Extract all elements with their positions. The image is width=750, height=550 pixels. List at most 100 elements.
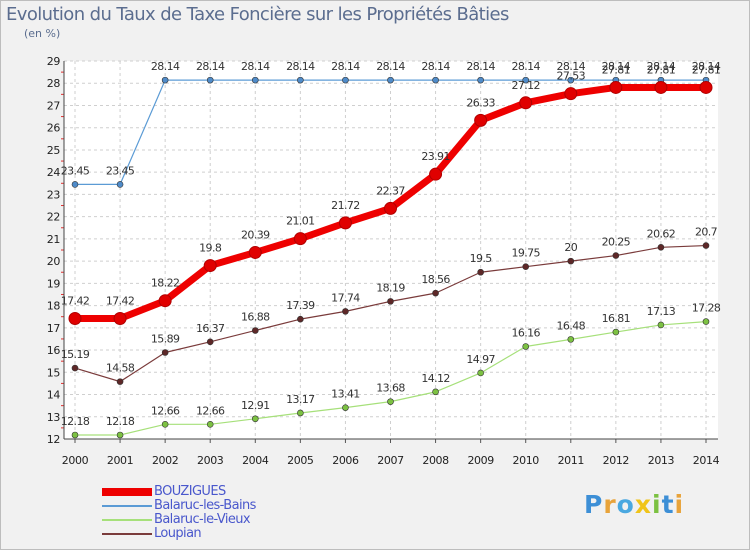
- data-label-bouzigues: 20.39: [241, 228, 270, 241]
- data-point-bouzigues: [338, 216, 352, 230]
- data-label-balaruc-les-bains: 28.14: [286, 60, 315, 73]
- data-point-bouzigues: [68, 311, 82, 325]
- grid: [64, 60, 718, 440]
- data-label-balaruc-le-vieux: 12.91: [241, 399, 270, 412]
- data-point-bouzigues: [519, 96, 533, 110]
- data-label-loupian: 20.25: [602, 236, 631, 249]
- data-label-balaruc-le-vieux: 16.81: [602, 312, 631, 325]
- logo-letter: i: [652, 490, 662, 519]
- data-point-balaruc-les-bains: [432, 76, 439, 84]
- data-label-balaruc-le-vieux: 13.68: [376, 382, 405, 395]
- data-point-bouzigues: [113, 311, 127, 325]
- axes: [61, 61, 718, 443]
- legend-label: Balaruc-les-Bains: [154, 498, 256, 513]
- data-label-balaruc-le-vieux: 12.18: [61, 415, 90, 428]
- data-label-balaruc-les-bains: 28.14: [647, 60, 676, 73]
- y-tick-label: 25: [47, 144, 61, 157]
- data-label-balaruc-le-vieux: 13.17: [286, 393, 315, 406]
- y-tick-label: 17: [47, 322, 61, 335]
- data-label-loupian: 18.56: [421, 273, 450, 286]
- legend-swatch: [102, 519, 152, 521]
- x-tick-label: 2011: [558, 454, 584, 467]
- logo-letter: P: [584, 490, 604, 519]
- data-label-loupian: 16.37: [196, 322, 225, 335]
- data-point-balaruc-les-bains: [161, 76, 169, 84]
- data-label-loupian: 14.58: [106, 362, 135, 375]
- x-tick-label: 2014: [693, 454, 720, 467]
- data-point-bouzigues: [474, 113, 488, 127]
- data-point-balaruc-le-vieux: [702, 318, 710, 325]
- legend-label: BOUZIGUES: [154, 484, 226, 499]
- x-tick-label: 2001: [107, 454, 133, 467]
- data-point-balaruc-le-vieux: [567, 336, 575, 343]
- data-point-loupian: [161, 349, 169, 356]
- x-tick-label: 2013: [648, 454, 675, 467]
- data-label-balaruc-les-bains: 28.14: [511, 60, 540, 73]
- logo-letter: t: [661, 490, 675, 519]
- data-point-loupian: [477, 268, 484, 276]
- data-point-bouzigues: [248, 245, 262, 259]
- data-point-balaruc-le-vieux: [387, 398, 394, 405]
- data-label-balaruc-le-vieux: 14.97: [466, 353, 495, 366]
- data-point-balaruc-les-bains: [116, 181, 124, 188]
- x-tick-label: 2003: [197, 454, 224, 467]
- data-point-balaruc-les-bains: [387, 76, 394, 84]
- data-label-loupian: 19.5: [470, 252, 493, 265]
- data-point-bouzigues: [564, 87, 578, 101]
- data-label-bouzigues: 27.12: [511, 79, 540, 92]
- data-point-loupian: [342, 308, 349, 315]
- y-tick-label: 26: [47, 122, 61, 135]
- data-label-loupian: 18.19: [376, 281, 405, 294]
- y-tick-label: 13: [47, 411, 61, 424]
- data-point-bouzigues: [384, 201, 397, 215]
- x-tick-label: 2009: [467, 454, 494, 467]
- x-tick-label: 2010: [513, 454, 540, 467]
- chart-unit-label: (en %): [24, 27, 61, 40]
- x-tick-label: 2002: [152, 454, 178, 467]
- data-point-balaruc-le-vieux: [71, 431, 79, 439]
- data-label-balaruc-les-bains: 28.14: [241, 60, 270, 73]
- data-label-balaruc-le-vieux: 16.16: [511, 327, 540, 340]
- data-label-balaruc-les-bains: 28.14: [151, 60, 180, 73]
- data-point-balaruc-les-bains: [567, 76, 575, 84]
- data-label-loupian: 15.89: [151, 333, 180, 346]
- data-label-balaruc-le-vieux: 12.18: [106, 415, 135, 428]
- data-label-balaruc-les-bains: 28.14: [692, 60, 721, 73]
- data-point-bouzigues: [699, 80, 713, 94]
- data-label-bouzigues: 26.33: [466, 96, 495, 109]
- data-label-balaruc-le-vieux: 12.66: [196, 404, 225, 417]
- data-label-balaruc-le-vieux: 14.12: [421, 372, 450, 385]
- chart-title: Evolution du Taux de Taxe Foncière sur l…: [6, 4, 509, 25]
- data-point-balaruc-le-vieux: [612, 328, 620, 336]
- y-tick-label: 28: [47, 77, 61, 90]
- data-point-balaruc-le-vieux: [206, 421, 214, 428]
- logo-letter: i: [674, 490, 685, 519]
- data-point-balaruc-le-vieux: [297, 409, 304, 417]
- data-point-loupian: [432, 289, 439, 297]
- data-point-balaruc-le-vieux: [477, 369, 484, 377]
- data-point-balaruc-le-vieux: [432, 388, 439, 396]
- data-label-loupian: 17.74: [331, 291, 360, 304]
- data-point-balaruc-les-bains: [206, 76, 214, 84]
- data-label-balaruc-le-vieux: 13.41: [331, 388, 360, 401]
- data-point-balaruc-le-vieux: [116, 431, 124, 439]
- data-point-bouzigues: [293, 232, 307, 246]
- data-label-loupian: 19.75: [511, 247, 540, 260]
- y-tick-label: 20: [47, 255, 61, 268]
- data-point-balaruc-les-bains: [522, 76, 530, 84]
- data-label-bouzigues: 27.53: [557, 70, 586, 83]
- data-point-balaruc-les-bains: [251, 76, 259, 84]
- legend-swatch: [102, 505, 152, 507]
- data-point-balaruc-le-vieux: [657, 321, 665, 329]
- data-label-loupian: 20.62: [647, 227, 676, 240]
- x-tick-label: 2012: [603, 454, 629, 467]
- y-tick-label: 19: [47, 277, 61, 290]
- data-point-loupian: [522, 263, 530, 270]
- y-tick-label: 14: [47, 389, 61, 402]
- y-tick-label: 18: [47, 300, 61, 313]
- proxiti-logo: Proxiti: [584, 490, 684, 519]
- data-label-balaruc-les-bains: 28.14: [421, 60, 450, 73]
- data-point-balaruc-le-vieux: [342, 404, 349, 411]
- legend-swatch: [102, 488, 152, 496]
- y-tick-label: 21: [47, 233, 60, 246]
